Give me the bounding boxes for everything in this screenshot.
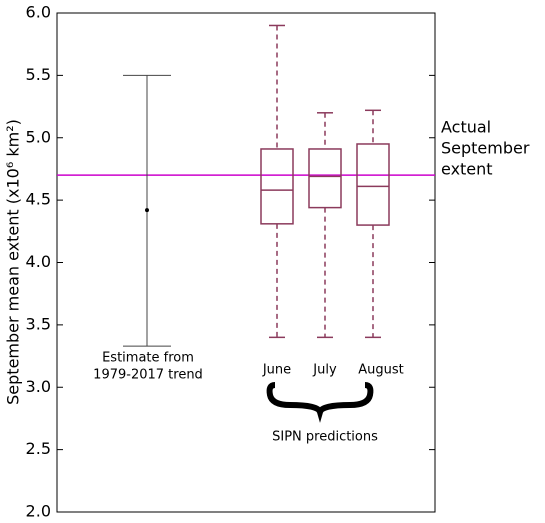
box	[260, 148, 294, 225]
estimate-point	[145, 208, 149, 213]
y-tick-label: 4.0	[26, 252, 51, 271]
estimate-label: Estimate from	[102, 351, 194, 366]
y-tick-label: 3.0	[26, 377, 51, 396]
reference-label: extent	[441, 160, 493, 179]
y-tick-label: 3.5	[26, 314, 51, 333]
reference-label: Actual	[441, 118, 491, 137]
estimate-label: 1979-2017 trend	[93, 368, 203, 383]
plot-frame	[56, 12, 436, 513]
y-axis-label: September mean extent (x10⁶ km²)	[4, 119, 23, 405]
reference-label: September	[441, 139, 530, 158]
y-tick-label: 5.5	[26, 65, 51, 84]
y-tick-label: 4.5	[26, 190, 51, 209]
brace	[266, 382, 374, 423]
box	[308, 148, 342, 209]
x-tick-label: July	[312, 363, 337, 378]
x-tick-label: August	[358, 363, 404, 378]
y-tick-label: 6.0	[26, 3, 51, 22]
group-label: SIPN predictions	[272, 430, 378, 445]
x-tick-label: June	[262, 363, 291, 378]
y-tick-label: 2.0	[26, 502, 51, 521]
y-tick-label: 5.0	[26, 127, 51, 146]
y-tick-label: 2.5	[26, 439, 51, 458]
box	[356, 143, 390, 226]
